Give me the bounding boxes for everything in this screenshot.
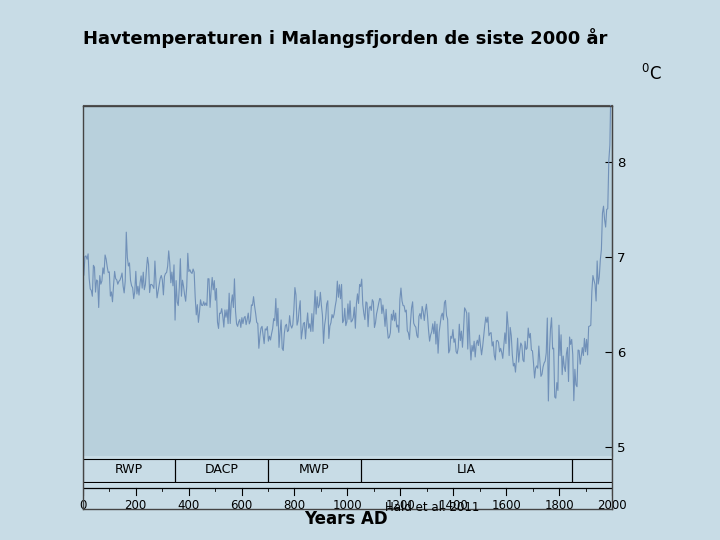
Text: MWP: MWP	[299, 463, 330, 476]
Text: LIA: LIA	[457, 463, 476, 476]
Text: 0: 0	[79, 500, 86, 512]
Text: 200: 200	[125, 500, 147, 512]
Text: $^0$C: $^0$C	[642, 64, 662, 84]
Text: 400: 400	[178, 500, 199, 512]
Text: 1000: 1000	[333, 500, 362, 512]
Bar	[268, 458, 361, 482]
Text: 1800: 1800	[544, 500, 574, 512]
Text: 2000: 2000	[597, 500, 627, 512]
Bar	[83, 458, 176, 482]
Text: 800: 800	[284, 500, 305, 512]
Text: Havtemperaturen i Malangsfjorden de siste 2000 år: Havtemperaturen i Malangsfjorden de sist…	[84, 28, 608, 48]
Text: DACP: DACP	[204, 463, 238, 476]
Text: 1600: 1600	[491, 500, 521, 512]
Text: 600: 600	[230, 500, 253, 512]
Text: 1200: 1200	[385, 500, 415, 512]
Text: Years AD: Years AD	[304, 510, 387, 528]
Text: RWP: RWP	[115, 463, 143, 476]
Bar	[361, 458, 572, 482]
Bar	[176, 458, 268, 482]
Text: Hald et al. 2011: Hald et al. 2011	[384, 501, 480, 514]
Text: 1400: 1400	[438, 500, 468, 512]
Bar	[572, 458, 612, 482]
